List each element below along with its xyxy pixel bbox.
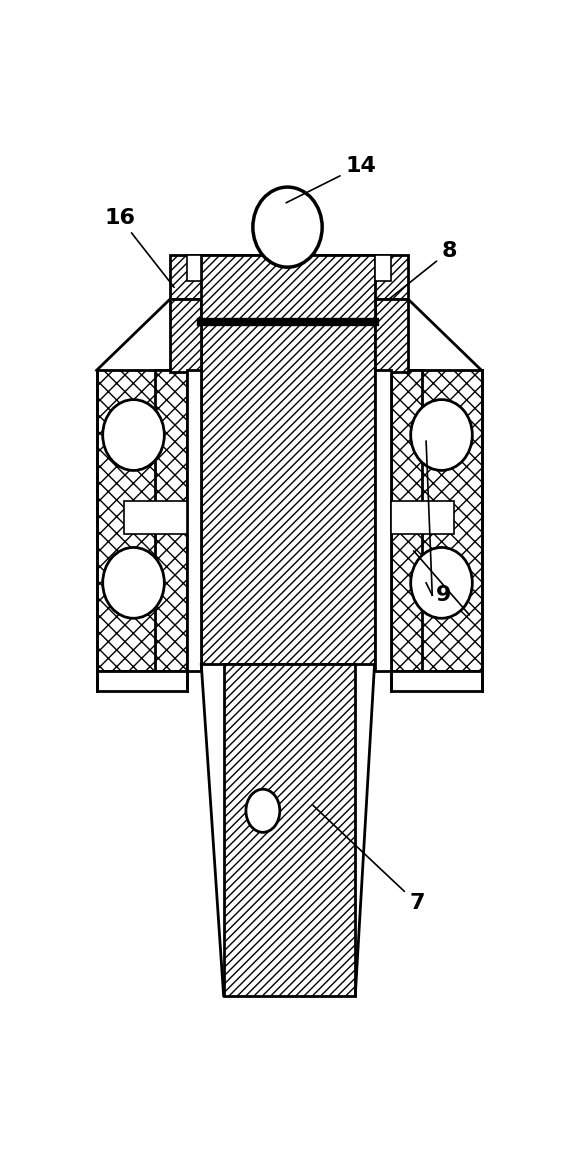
Bar xyxy=(391,501,454,533)
Ellipse shape xyxy=(411,399,472,471)
Text: 9: 9 xyxy=(436,585,452,605)
Bar xyxy=(187,370,201,670)
Bar xyxy=(96,670,187,691)
Bar xyxy=(374,298,408,372)
Text: 7: 7 xyxy=(312,805,425,913)
Bar xyxy=(187,255,201,281)
Bar xyxy=(374,370,391,670)
Ellipse shape xyxy=(246,789,280,832)
Bar xyxy=(391,670,482,691)
Ellipse shape xyxy=(103,399,164,471)
Bar xyxy=(155,370,187,670)
Bar xyxy=(391,370,482,670)
Text: 16: 16 xyxy=(104,208,174,288)
Bar xyxy=(96,370,187,670)
Bar xyxy=(201,255,374,322)
Bar xyxy=(201,255,374,664)
Ellipse shape xyxy=(103,547,164,619)
Text: 14: 14 xyxy=(286,155,376,203)
Bar xyxy=(170,298,201,372)
Ellipse shape xyxy=(253,187,322,268)
Bar xyxy=(170,255,408,298)
Bar xyxy=(223,664,355,996)
Bar xyxy=(374,255,391,281)
Ellipse shape xyxy=(411,547,472,619)
Bar xyxy=(391,370,422,670)
Text: 8: 8 xyxy=(390,241,457,298)
Bar xyxy=(124,501,187,533)
